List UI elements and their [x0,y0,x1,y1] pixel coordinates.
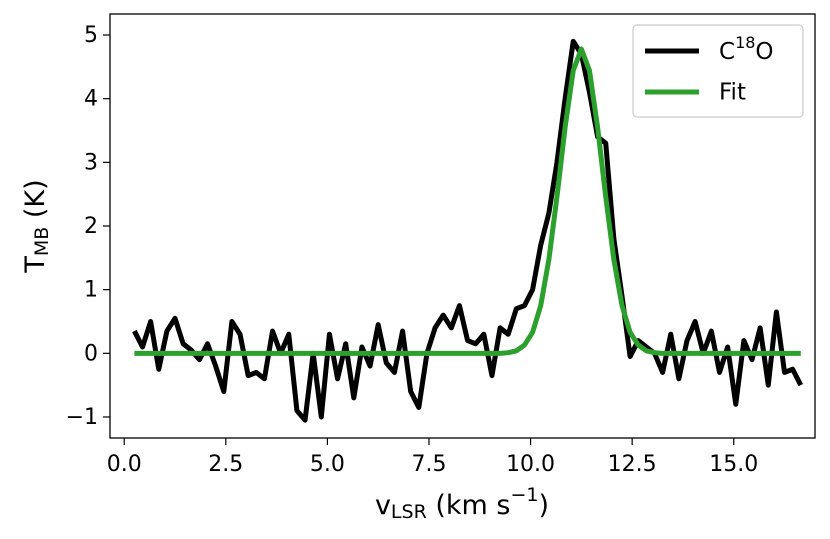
y-tick-label: 1 [84,278,98,303]
x-tick-label: 12.5 [608,452,657,477]
y-tick-label: 0 [84,341,98,366]
y-axis-label: TMB (K) [20,179,53,273]
x-tick-label: 5.0 [310,452,345,477]
legend-box [632,24,804,118]
y-tick-label: −1 [66,405,98,430]
legend-label-part: C [719,39,735,65]
legend-label-part: O [755,39,773,65]
x-tick-label: 10.0 [506,452,555,477]
x-tick-label: 0.0 [107,452,142,477]
x-axis-label: vLSR (km s−1) [375,484,549,523]
x-tick-label: 15.0 [709,452,758,477]
legend-label: Fit [719,80,746,106]
plot-frame [109,13,816,439]
x-tick-label: 2.5 [208,452,243,477]
legend-label: C18O [719,33,774,65]
legend-label-part: 18 [735,33,755,52]
x-tick-label: 7.5 [411,452,446,477]
y-tick-label: 4 [84,87,98,112]
series-line [132,38,804,423]
y-tick-label: 5 [84,23,98,48]
series-line [134,46,801,356]
y-tick-label: 2 [84,214,98,239]
y-tick-label: 3 [84,150,98,175]
